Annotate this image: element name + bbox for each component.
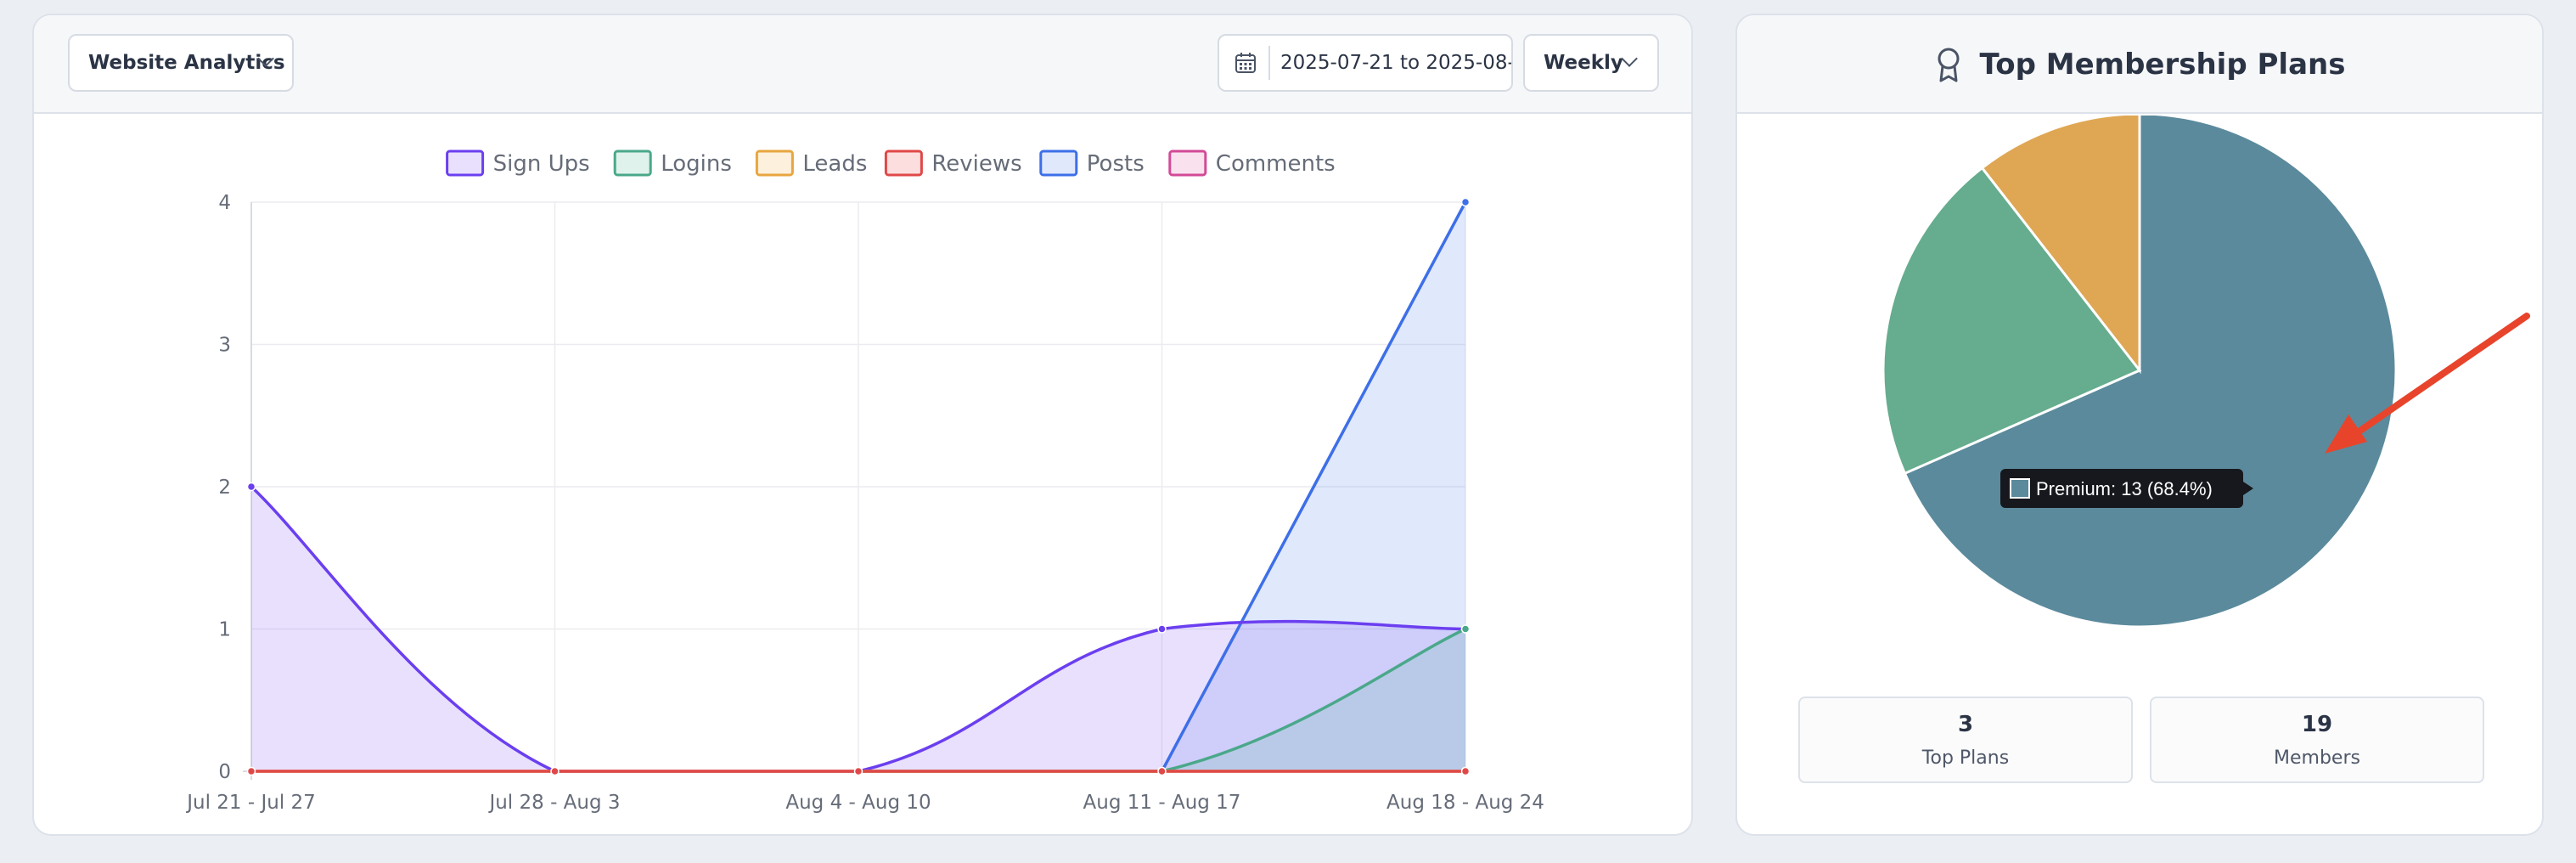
legend-swatch (1168, 149, 1207, 177)
date-divider (1268, 46, 1270, 80)
legend-item-sign-ups: Sign Ups (446, 149, 590, 177)
legend-swatch (613, 149, 652, 177)
pie-tooltip: Premium: 13 (68.4%) (2000, 469, 2253, 508)
period-select-dropdown[interactable]: Weekly (1523, 34, 1659, 92)
analytics-line-chart: 0 1 2 3 4 Jul 21 - Jul 27 Jul 28 - Aug 3 Aug 4 … (185, 149, 1544, 814)
members-stat: 19 Members (2150, 697, 2484, 783)
data-point-reviews (853, 766, 863, 776)
data-point-sign-ups (246, 482, 256, 492)
legend-swatch (446, 149, 485, 177)
award-icon (1938, 48, 1960, 82)
date-range-picker[interactable]: 2025-07-21 to 2025-08-20 (1218, 34, 1513, 92)
plans-title: Top Membership Plans (1979, 48, 2346, 82)
data-point-reviews (246, 766, 256, 776)
top-plans-stat: 3 Top Plans (1798, 697, 2133, 783)
data-point-reviews (550, 766, 560, 776)
legend-label: Comments (1216, 151, 1336, 177)
y-tick-label: 0 (218, 761, 231, 783)
website-analytics-card: Website Analytics 2025-07-21 to 2025-08-… (32, 14, 1693, 836)
chevron-down-icon (1621, 50, 1638, 67)
legend-swatch (884, 149, 923, 177)
legend-label: Reviews (931, 151, 1021, 177)
top-plans-label: Top Plans (1921, 747, 2010, 769)
date-range-text: 2025-07-21 to 2025-08-20 (1280, 52, 1511, 74)
annotation-arrow (2325, 313, 2530, 454)
legend-item-reviews: Reviews (884, 149, 1022, 177)
legend-swatch (755, 149, 794, 177)
pie-slice-3 (1980, 116, 2141, 375)
members-label: Members (2274, 747, 2360, 769)
series-area-sign-ups (251, 487, 1465, 771)
report-select-label: Website Analytics (88, 52, 285, 74)
tooltip-box (2000, 469, 2253, 508)
legend-label: Logins (661, 151, 732, 177)
legend-item-comments: Comments (1168, 149, 1336, 177)
y-tick-label: 4 (218, 192, 231, 214)
calendar-icon (1235, 53, 1256, 73)
x-tick-label: Jul 21 - Jul 27 (185, 792, 316, 814)
data-point-logins (1460, 624, 1471, 634)
top-plans-count: 3 (1957, 712, 1974, 737)
data-point-reviews (1460, 766, 1471, 776)
plans-header: Top Membership Plans (1737, 15, 2542, 114)
legend-label: Leads (802, 151, 867, 177)
report-select-dropdown[interactable]: Website Analytics (68, 34, 294, 92)
tooltip-swatch (2010, 478, 2030, 499)
pie-slice-2 (1881, 166, 2142, 476)
legend-label: Sign Ups (493, 151, 590, 177)
data-point-posts (1460, 197, 1471, 207)
x-tick-label: Aug 4 - Aug 10 (785, 792, 931, 814)
legend-item-logins: Logins (613, 149, 732, 177)
plans-title-row: Top Membership Plans (1737, 15, 2542, 114)
data-point-reviews (1157, 766, 1167, 776)
analytics-toolbar: Website Analytics 2025-07-21 to 2025-08-… (34, 15, 1691, 114)
arrow-head (2325, 415, 2367, 454)
x-tick-label: Aug 11 - Aug 17 (1083, 792, 1241, 814)
data-point-sign-ups (1157, 624, 1167, 634)
y-tick-label: 1 (218, 619, 231, 641)
series-line-posts (1160, 201, 1467, 772)
legend-label: Posts (1087, 151, 1145, 177)
legend-item-leads: Leads (755, 149, 867, 177)
members-count: 19 (2301, 712, 2333, 737)
period-select-label: Weekly (1544, 52, 1623, 74)
legend-item-posts: Posts (1039, 149, 1145, 177)
x-tick-label: Jul 28 - Aug 3 (487, 792, 620, 814)
top-membership-plans-card: Top Membership Plans Premium: 13 (68.4%)… (1735, 14, 2544, 836)
series-area-logins (858, 629, 1465, 771)
x-tick-label: Aug 18 - Aug 24 (1386, 792, 1544, 814)
legend-swatch (1039, 149, 1078, 177)
membership-pie-chart: Premium: 13 (68.4%) (1881, 116, 2530, 629)
y-tick-label: 3 (218, 335, 231, 357)
arrow-shaft (2338, 313, 2530, 447)
y-tick-label: 2 (218, 477, 231, 499)
tooltip-text: Premium: 13 (68.4%) (2036, 478, 2213, 499)
